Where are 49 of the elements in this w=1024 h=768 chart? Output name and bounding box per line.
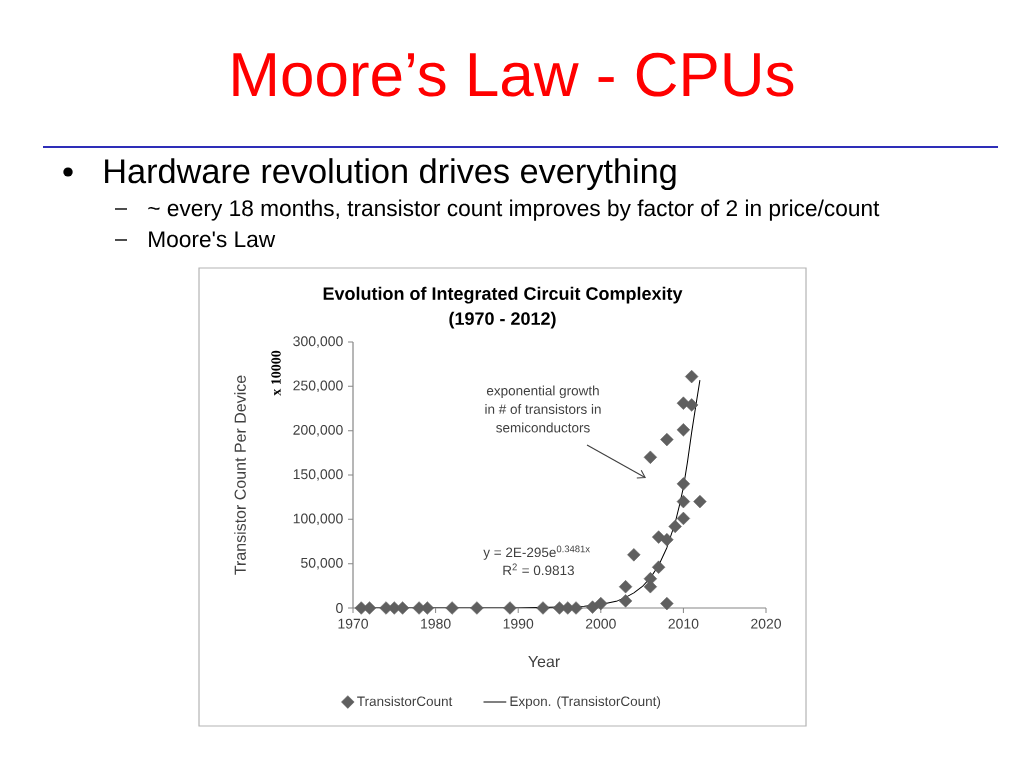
- y-tick-label: 200,000: [293, 424, 343, 437]
- y-tick-label: 150,000: [293, 469, 343, 481]
- point: [536, 601, 550, 615]
- point: [676, 511, 691, 526]
- y-tick-label: 300,000: [293, 336, 343, 348]
- annotation: exponential growth in # of transistors in semiconductors: [485, 385, 601, 433]
- point: [503, 601, 517, 615]
- point: [445, 601, 459, 615]
- y-tick-label: 100,000: [293, 513, 343, 526]
- text: x 10000: [271, 350, 281, 396]
- annotation: y = 2E-295e$^{0.3481x}$: [483, 545, 590, 560]
- point: [618, 594, 633, 608]
- legend-label: TransistorCount: [357, 696, 453, 707]
- point: [618, 580, 633, 594]
- point: [668, 519, 682, 534]
- point: [660, 533, 674, 547]
- point: [470, 601, 484, 615]
- x-tick-label: 2000: [585, 618, 616, 629]
- point: [643, 580, 657, 594]
- y-axis-title: Transistor Count Per Device: [234, 375, 246, 575]
- point: [685, 369, 699, 384]
- point: [676, 494, 691, 509]
- point: [651, 560, 666, 574]
- chart-subtitle: Evolution of Integrated Circuit Complexity (1970 - 2012): [323, 286, 683, 329]
- x-tick-label: 1970: [338, 618, 369, 629]
- annotation: R$^{2}$ = 0.9813: [503, 563, 574, 576]
- x-tick-label: 2010: [668, 618, 699, 629]
- point: [676, 423, 691, 437]
- point: [643, 450, 657, 464]
- point: [627, 548, 641, 562]
- x-axis-title: Year: [528, 656, 560, 668]
- legend-label: Expon. (TransistorCount): [510, 696, 661, 709]
- x-tick-label: 1990: [503, 618, 534, 629]
- y-tick-label: 0: [336, 603, 343, 613]
- text: Hardware revolution drives everything: [105, 158, 676, 191]
- chart-title: Moore’s Law - CPUs: [233, 52, 794, 97]
- y-tick-label: 250,000: [293, 380, 343, 393]
- point: [594, 596, 608, 611]
- point: [685, 398, 699, 412]
- text: ~ every 18 months, transistor count improves by factor of 2 in price/count: [148, 199, 880, 221]
- x-tick-label: 1980: [421, 618, 451, 629]
- point: [569, 601, 583, 615]
- point: [660, 432, 674, 447]
- x-tick-label: 2020: [751, 618, 782, 629]
- point: [693, 494, 707, 509]
- y-tick-label: 50,000: [301, 557, 343, 570]
- point: [676, 477, 691, 491]
- text: Moore's Law: [149, 231, 276, 248]
- point: [660, 596, 674, 611]
